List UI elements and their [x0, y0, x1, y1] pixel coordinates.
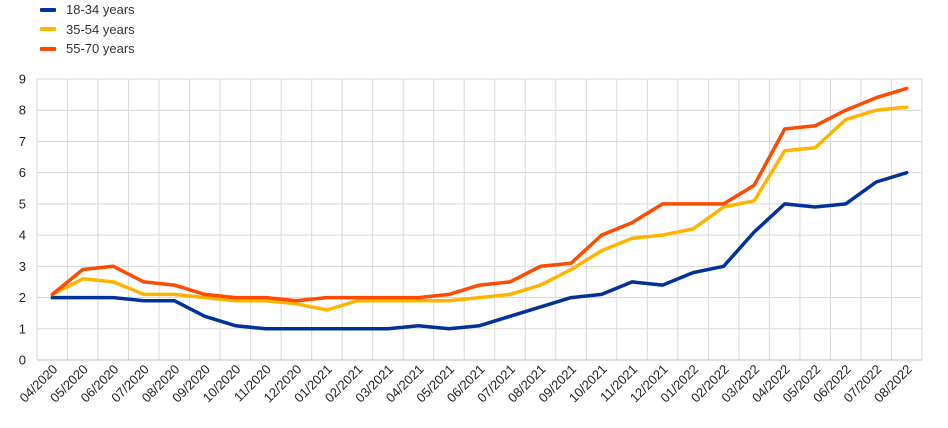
series-line — [50, 105, 909, 312]
y-tick-label: 5 — [19, 196, 26, 211]
y-tick-label: 1 — [19, 321, 26, 336]
y-tick-label: 6 — [19, 165, 26, 180]
y-tick-label: 4 — [19, 228, 26, 243]
y-tick-label: 3 — [19, 259, 26, 274]
legend-swatch — [40, 46, 56, 51]
y-tick-label: 8 — [19, 103, 26, 118]
legend: 18-34 years 35-54 years 55-70 years — [40, 0, 135, 59]
legend-swatch — [40, 27, 56, 32]
y-tick-label: 7 — [19, 134, 26, 149]
legend-swatch — [40, 7, 56, 12]
legend-label: 35-54 years — [66, 21, 135, 37]
y-tick-label: 0 — [19, 353, 26, 368]
legend-label: 55-70 years — [66, 41, 135, 57]
legend-item-18-34: 18-34 years — [40, 0, 135, 20]
legend-item-35-54: 35-54 years — [40, 20, 135, 40]
series-line — [50, 170, 909, 331]
series-line — [50, 86, 909, 303]
legend-item-55-70: 55-70 years — [40, 39, 135, 59]
legend-label: 18-34 years — [66, 2, 135, 18]
y-tick-label: 9 — [19, 72, 26, 87]
y-tick-label: 2 — [19, 290, 26, 305]
